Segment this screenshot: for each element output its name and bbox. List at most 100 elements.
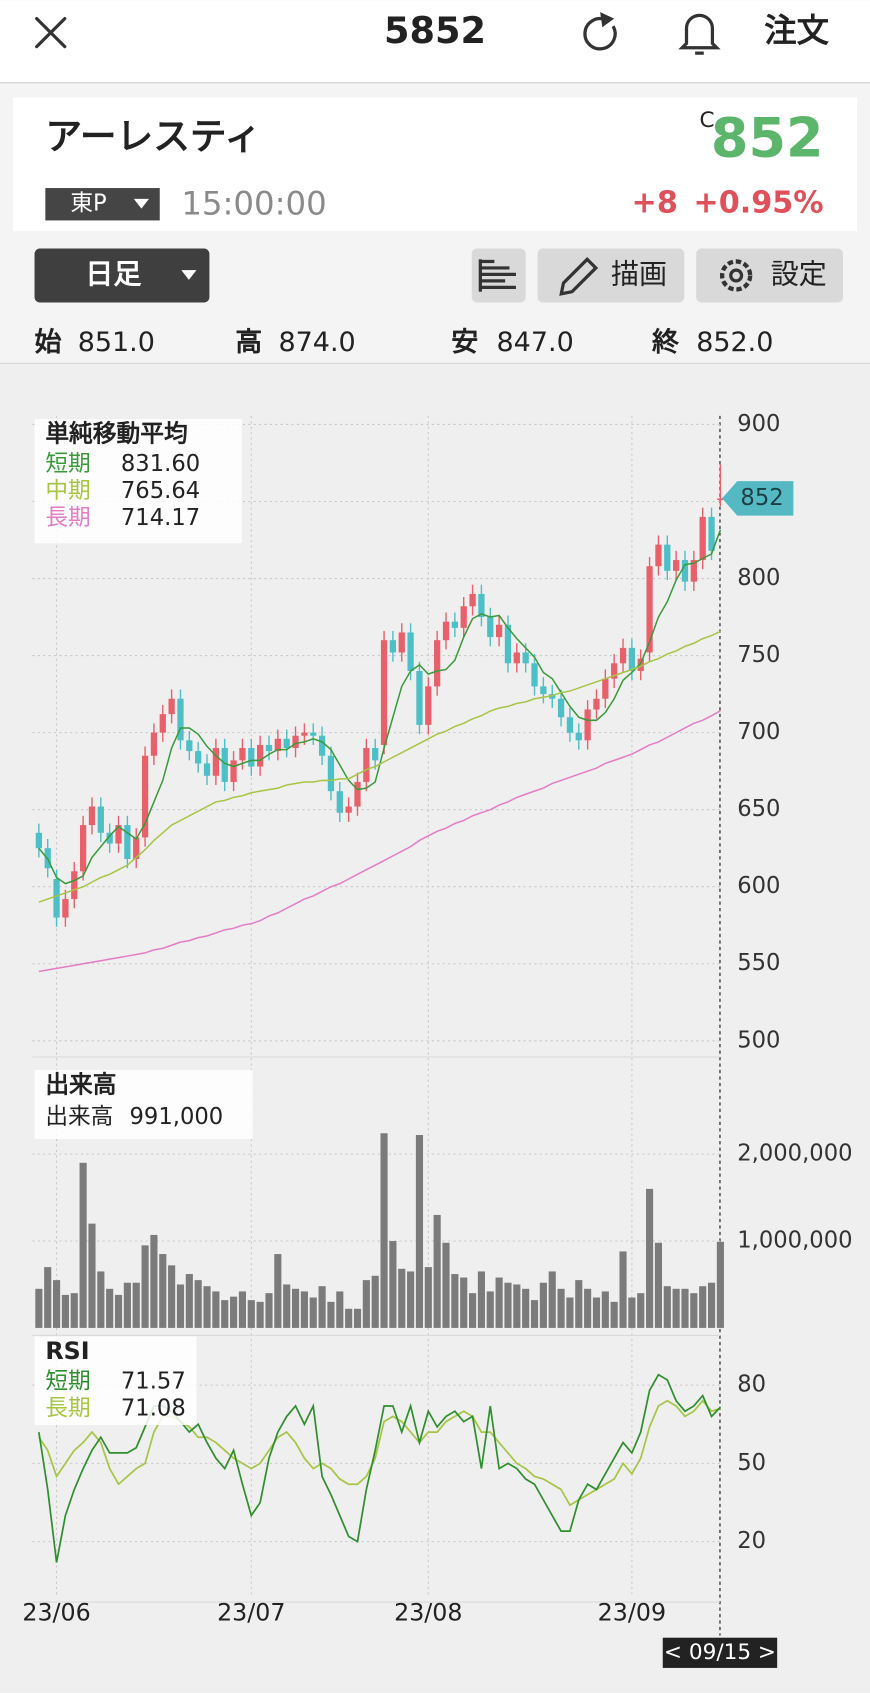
candle-body bbox=[690, 560, 697, 582]
volume-bar bbox=[221, 1300, 229, 1328]
chart-area bbox=[0, 362, 870, 1693]
volume-bar bbox=[141, 1245, 149, 1328]
candle-body bbox=[708, 516, 715, 551]
volume-bar bbox=[522, 1288, 530, 1328]
candle-body bbox=[265, 744, 273, 752]
volume-bar bbox=[283, 1284, 291, 1328]
volume-bar bbox=[256, 1301, 264, 1328]
volume-bar bbox=[619, 1251, 627, 1328]
x-tick-label: 23/06 bbox=[22, 1598, 90, 1626]
y-tick-label: 20 bbox=[737, 1528, 766, 1554]
volume-bar bbox=[194, 1280, 202, 1328]
legend-title: RSI bbox=[45, 1337, 89, 1365]
candle-body bbox=[460, 606, 467, 628]
candle-body bbox=[79, 825, 87, 872]
volume-bar bbox=[291, 1288, 300, 1328]
candle-body bbox=[301, 732, 308, 736]
legend-value: 991,000 bbox=[130, 1104, 224, 1130]
volume-bar bbox=[380, 1133, 388, 1328]
volume-bar bbox=[469, 1293, 477, 1328]
volume-bar bbox=[539, 1282, 547, 1328]
volume-bar bbox=[681, 1288, 689, 1328]
ohlc-label: 高 bbox=[235, 327, 262, 358]
ma-line bbox=[38, 710, 721, 973]
order-button[interactable]: 注文 bbox=[764, 12, 829, 50]
volume-bar bbox=[407, 1271, 415, 1328]
volume-bar bbox=[123, 1282, 131, 1328]
volume-bar bbox=[88, 1223, 96, 1328]
candle-body bbox=[681, 560, 689, 582]
x-tick-label: 23/07 bbox=[217, 1598, 285, 1626]
candle-body bbox=[221, 748, 228, 782]
volume-bar bbox=[35, 1288, 43, 1328]
volume-bar bbox=[371, 1275, 379, 1328]
candle-body bbox=[416, 670, 423, 725]
x-tick-label: 23/09 bbox=[598, 1598, 666, 1626]
candle-body bbox=[35, 832, 42, 849]
volume-bar bbox=[460, 1277, 468, 1328]
candle-body bbox=[97, 806, 104, 833]
last-price: 852 bbox=[711, 106, 824, 169]
candle-body bbox=[619, 647, 627, 664]
settings-button[interactable]: 設定 bbox=[696, 248, 844, 303]
candle-body bbox=[513, 652, 520, 664]
cursor-date: < 09/15 > bbox=[664, 1640, 776, 1665]
candle-body bbox=[159, 714, 166, 733]
legend-box bbox=[34, 419, 242, 544]
candle-body bbox=[611, 663, 618, 679]
volume-bar bbox=[495, 1277, 503, 1328]
candle-body bbox=[557, 698, 565, 718]
volume-bar bbox=[557, 1288, 565, 1328]
volume-bar bbox=[70, 1293, 78, 1328]
volume-bar bbox=[575, 1280, 583, 1328]
candle-body bbox=[239, 748, 246, 761]
volume-bar bbox=[548, 1271, 556, 1328]
candle-body bbox=[150, 732, 158, 756]
candle-body bbox=[141, 755, 149, 838]
volume-bar bbox=[309, 1297, 317, 1328]
candle-body bbox=[345, 806, 352, 813]
candle-body bbox=[292, 735, 299, 749]
symbol-title: 5852 bbox=[384, 9, 486, 52]
candle-body bbox=[195, 751, 202, 764]
price-flag: C bbox=[699, 108, 714, 133]
period-selector[interactable]: 日足 bbox=[34, 248, 210, 303]
draw-button[interactable]: 描画 bbox=[537, 248, 685, 303]
volume-bar bbox=[707, 1282, 716, 1328]
refresh-button[interactable] bbox=[583, 12, 617, 51]
candle-body bbox=[168, 698, 175, 715]
volume-bar bbox=[44, 1267, 52, 1328]
y-tick-label: 700 bbox=[737, 719, 780, 745]
candle-body bbox=[372, 748, 379, 761]
candle-body bbox=[495, 624, 503, 638]
y-tick-label: 50 bbox=[737, 1450, 766, 1476]
indicator-button[interactable] bbox=[471, 248, 526, 303]
volume-bar bbox=[327, 1301, 335, 1328]
y-tick-label: 800 bbox=[737, 565, 780, 591]
volume-bar bbox=[345, 1308, 353, 1328]
volume-bar bbox=[168, 1265, 176, 1328]
ohlc-label: 始 bbox=[35, 326, 62, 358]
candle-body bbox=[442, 621, 450, 641]
ohlc-value: 847.0 bbox=[497, 327, 574, 358]
candle-body bbox=[522, 652, 529, 664]
close-button[interactable] bbox=[35, 16, 67, 49]
volume-bar bbox=[79, 1162, 87, 1328]
volume-bar bbox=[424, 1267, 432, 1328]
x-tick-label: 23/08 bbox=[394, 1598, 462, 1626]
legend-value: 831.60 bbox=[121, 451, 200, 477]
candle-body bbox=[593, 698, 600, 710]
volume-bar bbox=[637, 1293, 645, 1328]
candle-body bbox=[699, 516, 706, 561]
legend-box bbox=[34, 1069, 253, 1140]
legend-name: 出来高 bbox=[45, 1104, 113, 1130]
volume-bar bbox=[433, 1214, 441, 1328]
price-change-pct: +0.95% bbox=[693, 186, 823, 221]
candle-body bbox=[451, 621, 458, 628]
volume-bar bbox=[318, 1286, 326, 1328]
market-selector[interactable]: 東P bbox=[45, 188, 160, 221]
volume-bar bbox=[442, 1242, 450, 1328]
alert-button[interactable] bbox=[678, 13, 721, 55]
candle-body bbox=[487, 617, 494, 638]
volume-bar bbox=[336, 1291, 344, 1328]
